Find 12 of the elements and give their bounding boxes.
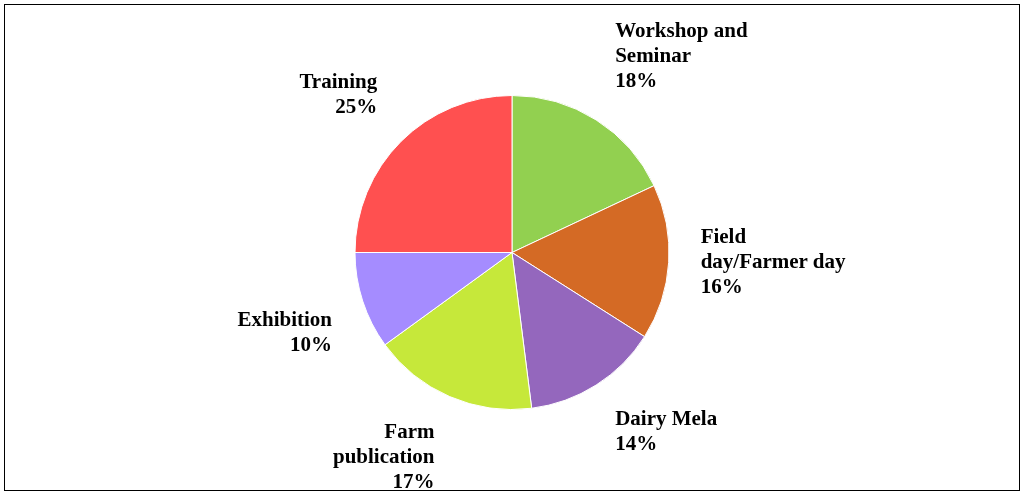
data-label: 18% [615, 68, 658, 93]
slice-label: Exhibition [237, 306, 333, 331]
data-label: 25% [335, 93, 378, 118]
slice-label: Workshop and Seminar [615, 18, 748, 68]
data-label: 16% [700, 273, 743, 298]
data-label: 17% [392, 469, 435, 494]
slice-label: Dairy Mela [615, 405, 718, 430]
slice-label: Training [299, 68, 378, 93]
slice-label: Field day/Farmer day [700, 223, 846, 273]
data-label: 14% [615, 430, 658, 455]
slice-label: Farm publication [332, 419, 436, 469]
data-label: 10% [290, 331, 333, 356]
